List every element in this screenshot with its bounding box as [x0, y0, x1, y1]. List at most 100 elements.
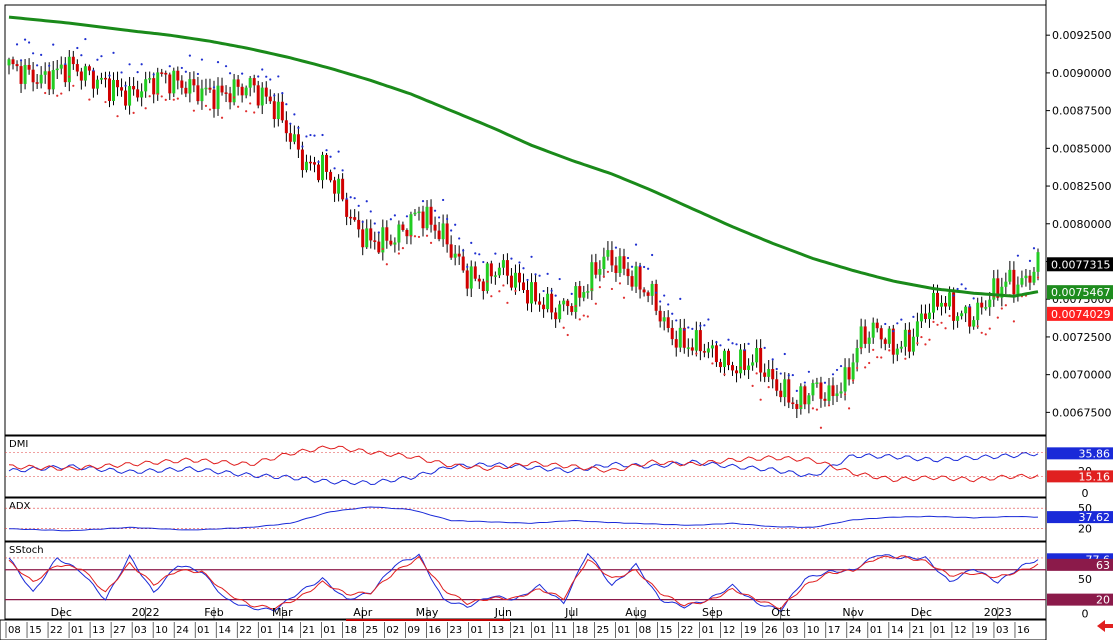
- sar-dot: [578, 318, 581, 321]
- candle-body: [361, 229, 365, 248]
- candle-body: [851, 362, 855, 380]
- candle-body: [43, 71, 47, 75]
- sar-dot: [470, 241, 473, 244]
- sar-dot: [345, 197, 348, 200]
- sar-dot: [88, 98, 91, 101]
- sar-dot: [132, 111, 135, 114]
- sar-dot: [261, 68, 264, 71]
- candle-body: [795, 404, 799, 409]
- sar-dot: [872, 348, 875, 351]
- candle-body: [694, 330, 698, 351]
- sar-dot: [502, 284, 505, 287]
- day-label: 01: [870, 625, 883, 636]
- sar-dot: [237, 105, 240, 108]
- sar-dot: [253, 111, 256, 114]
- candle-body: [513, 272, 517, 288]
- candle-body: [244, 87, 248, 96]
- sar-dot: [212, 86, 216, 89]
- sar-dot: [847, 407, 851, 410]
- candle-body: [964, 306, 968, 314]
- day-label: 14: [218, 625, 231, 636]
- candle-body: [875, 322, 879, 329]
- candle-body: [144, 79, 148, 92]
- day-label: 16: [428, 625, 441, 636]
- candle-body: [899, 346, 903, 349]
- candle-body: [751, 362, 755, 366]
- candle-body: [891, 328, 895, 355]
- candle-body: [369, 228, 373, 241]
- month-label: Oct: [771, 606, 791, 619]
- sar-dot: [602, 275, 605, 278]
- candle-body: [642, 289, 646, 293]
- day-label: 23: [449, 625, 462, 636]
- candle-body: [91, 70, 95, 89]
- sar-dot: [864, 366, 867, 369]
- candle-body: [759, 347, 763, 373]
- candle-body: [618, 256, 622, 273]
- sar-dot: [417, 235, 421, 239]
- panel-axis-label: 0: [1082, 487, 1089, 500]
- candle-body: [373, 240, 377, 242]
- candle-body: [99, 77, 103, 80]
- sar-dot: [550, 289, 553, 292]
- sar-dot: [397, 252, 400, 255]
- sar-dot: [478, 253, 481, 256]
- candle-body: [204, 87, 208, 90]
- sar-dot: [72, 84, 75, 87]
- sar-dot: [711, 362, 714, 365]
- sar-dot: [651, 253, 654, 257]
- candle-body: [196, 85, 200, 102]
- candle-body: [136, 89, 140, 98]
- sar-dot: [880, 356, 883, 359]
- candle-body: [461, 256, 465, 271]
- candle-body: [972, 320, 976, 327]
- candle-body: [907, 329, 911, 352]
- candle-body: [232, 79, 236, 103]
- sar-dot: [856, 366, 859, 370]
- sar-dot: [675, 319, 678, 322]
- candle-body: [200, 88, 204, 102]
- sar-dot: [667, 303, 670, 306]
- candle-body: [413, 212, 417, 215]
- sar-dot: [23, 38, 27, 41]
- indicator-value-label: 63: [1096, 559, 1110, 572]
- sar-dot: [759, 398, 762, 401]
- sar-dot: [168, 65, 171, 68]
- sar-dot: [228, 72, 232, 75]
- candle-body: [260, 87, 264, 106]
- candle-body: [176, 70, 180, 81]
- sar-dot: [297, 126, 300, 129]
- indicator-value-label: 15.16: [1079, 470, 1111, 483]
- sar-dot: [84, 37, 87, 41]
- candle-body: [312, 162, 316, 165]
- level-value-label: 20: [1096, 594, 1110, 607]
- candle-body: [992, 278, 996, 300]
- sar-dot: [482, 260, 485, 264]
- candle-body: [505, 260, 509, 276]
- sar-dot: [245, 110, 248, 113]
- sar-dot: [900, 318, 903, 321]
- candle-body: [815, 382, 819, 384]
- day-label: 21: [512, 625, 525, 636]
- sar-dot: [807, 370, 810, 373]
- candle-body: [586, 291, 590, 293]
- price-tick-label: 0.0070000: [1052, 369, 1112, 382]
- candle-body: [1004, 281, 1008, 287]
- candle-body: [409, 214, 413, 237]
- candle-body: [811, 383, 815, 396]
- sar-dot: [220, 116, 224, 119]
- sar-dot: [634, 243, 638, 246]
- sar-dot: [908, 332, 911, 335]
- sar-dot: [896, 322, 899, 325]
- candle-body: [180, 80, 184, 88]
- candle-body: [19, 66, 23, 84]
- sar-dot: [655, 291, 658, 294]
- price-tag-label: 0.0075467: [1051, 286, 1111, 299]
- sar-dot: [486, 280, 489, 283]
- candle-body: [453, 253, 457, 258]
- candle-body: [39, 74, 43, 84]
- price-tag: [1047, 306, 1113, 321]
- indicator-value-tag: [1047, 511, 1113, 524]
- indicator-line-%D: [8, 555, 1039, 610]
- sar-dot: [964, 287, 967, 290]
